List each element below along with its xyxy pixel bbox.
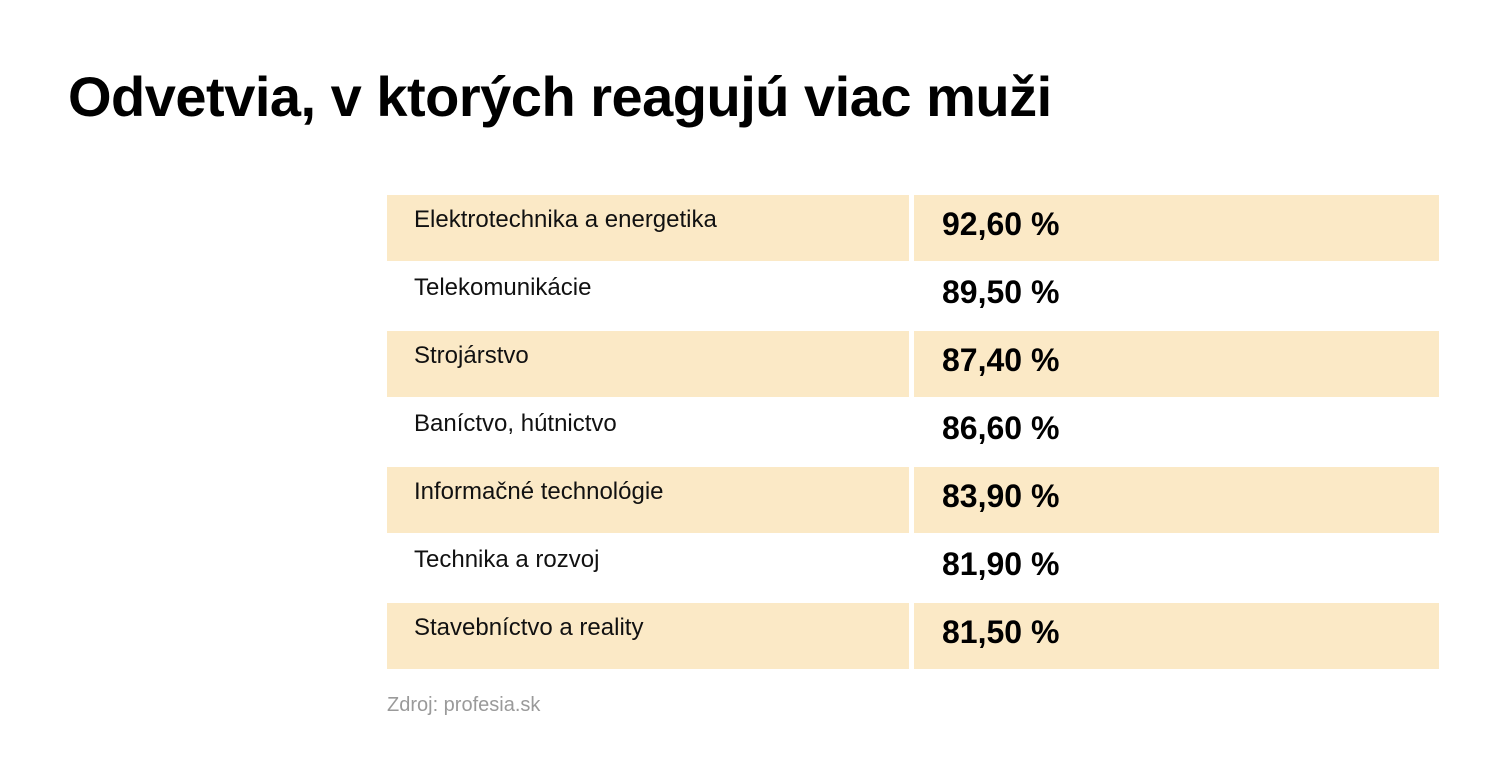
row-value: 81,90 %: [942, 546, 1060, 582]
row-label: Stavebníctvo a reality: [387, 603, 909, 669]
source-note: Zdroj: profesia.sk: [387, 694, 541, 716]
row-value: 89,50 %: [942, 274, 1060, 310]
data-table: Elektrotechnika a energetika 92,60 % Telek…: [387, 195, 1439, 671]
row-label: Baníctvo, hútnictvo: [414, 410, 617, 437]
row-label: Technika a rozvoj: [414, 546, 600, 573]
table-row: Telekomunikácie 89,50 %: [387, 263, 1439, 331]
row-label: Telekomunikácie: [414, 274, 592, 301]
table-row: Stavebníctvo a reality 81,50 %: [387, 603, 1439, 671]
table-row: Technika a rozvoj 81,90 %: [387, 535, 1439, 603]
table-row: Elektrotechnika a energetika 92,60 %: [387, 195, 1439, 263]
row-value: 83,90 %: [914, 467, 1439, 533]
row-label: Informačné technológie: [387, 467, 909, 533]
page-title: Odvetvia, v ktorých reagujú viac muži: [68, 65, 1052, 128]
row-label: Strojárstvo: [387, 331, 909, 397]
row-label: Elektrotechnika a energetika: [387, 195, 909, 261]
row-value: 87,40 %: [914, 331, 1439, 397]
row-value: 86,60 %: [942, 410, 1060, 446]
table-row: Baníctvo, hútnictvo 86,60 %: [387, 399, 1439, 467]
table-row: Strojárstvo 87,40 %: [387, 331, 1439, 399]
row-value: 81,50 %: [914, 603, 1439, 669]
table-row: Informačné technológie 83,90 %: [387, 467, 1439, 535]
row-value: 92,60 %: [914, 195, 1439, 261]
